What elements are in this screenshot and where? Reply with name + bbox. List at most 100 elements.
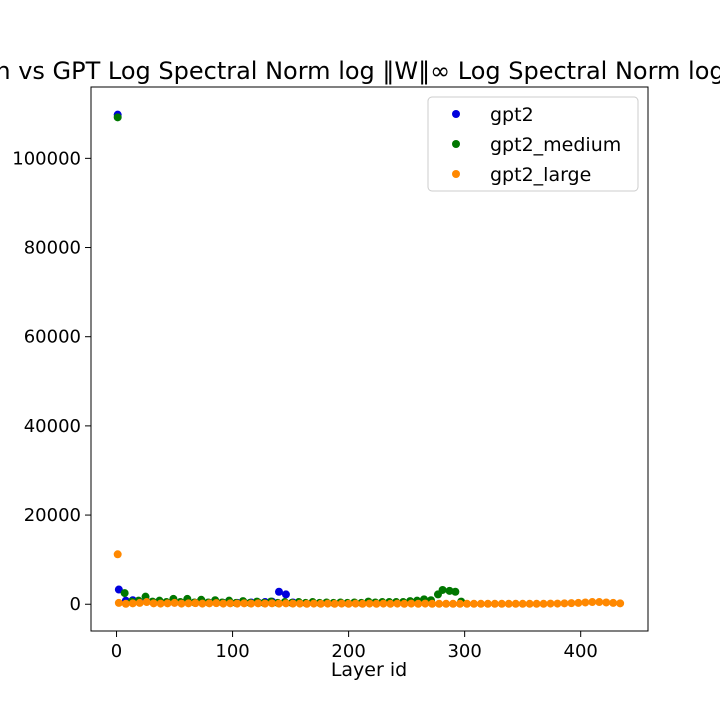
data-point [170,598,179,607]
data-point [261,599,270,608]
legend-entry: gpt2_large [490,164,591,186]
data-points [113,110,625,608]
data-point [490,599,499,608]
plot-frame [90,86,649,632]
data-point [344,599,353,608]
x-axis-label: Layer id [331,659,407,681]
data-point [379,599,388,608]
axis-ticks: 0 100 200 300 400 0 20000 40000 60000 80000 100000 [12,148,598,662]
x-tick-label: 0 [111,641,122,662]
data-point [414,599,423,608]
data-point [476,599,485,608]
y-tick-label: 0 [70,594,81,615]
x-tick-label: 200 [331,641,365,662]
data-point [302,599,311,608]
data-point [191,599,200,608]
series-gpt2-large [113,550,625,608]
data-point [254,599,263,608]
data-point [518,599,527,608]
chart-title: h vs GPT Log Spectral Norm log ‖W‖∞ Log … [0,57,720,85]
data-point [212,599,221,608]
data-point [114,585,123,594]
data-point [281,590,290,599]
data-point [442,599,451,608]
data-point [351,599,360,608]
data-point [407,599,416,608]
data-point [588,598,597,607]
data-point [449,599,458,608]
data-point [581,598,590,607]
data-point [184,599,193,608]
data-point [114,598,123,607]
data-point [386,599,395,608]
legend: gpt2 gpt2_medium gpt2_large [427,96,639,192]
legend-marker [452,110,460,118]
data-point [358,599,367,608]
data-point [456,599,465,608]
data-point [525,599,534,608]
data-point [274,587,283,596]
data-point [539,599,548,608]
data-point [616,599,625,608]
data-point [372,599,381,608]
series-gpt2-medium [113,113,466,607]
data-point [595,598,604,607]
data-point [400,599,409,608]
data-point [451,587,460,596]
series-gpt2 [113,110,297,607]
data-point [233,599,242,608]
data-point [365,599,374,608]
y-tick-label: 40000 [24,416,81,437]
data-point [135,598,144,607]
data-point [337,599,346,608]
data-point [113,113,122,122]
data-point [438,585,447,594]
data-point [163,599,172,608]
data-point [497,599,506,608]
data-point [113,550,122,559]
data-point [274,599,283,608]
data-point [198,599,207,608]
y-tick-label: 20000 [24,505,81,526]
data-point [295,599,304,608]
data-point [219,599,228,608]
data-point [240,599,249,608]
data-point [323,599,332,608]
data-point [156,599,165,608]
data-point [309,599,318,608]
data-point [268,599,277,608]
data-point [511,599,520,608]
legend-marker [452,170,460,178]
y-tick-label: 80000 [24,238,81,259]
data-point [435,599,444,608]
data-point [602,598,611,607]
data-point [316,599,325,608]
data-point [121,599,130,608]
data-point [149,599,158,608]
data-point [120,589,129,598]
data-point [483,599,492,608]
y-tick-label: 60000 [24,327,81,348]
data-point [462,599,471,608]
x-tick-label: 300 [447,641,481,662]
data-point [567,599,576,608]
data-point [281,599,290,608]
data-point [553,599,562,608]
data-point [128,599,137,608]
legend-entry: gpt2_medium [490,134,621,156]
data-point [532,599,541,608]
data-point [330,599,339,608]
data-point [609,598,618,607]
data-point [247,599,256,608]
data-point [142,598,151,607]
data-point [226,599,235,608]
data-point [469,599,478,608]
data-point [205,599,214,608]
legend-box [427,96,639,192]
legend-marker [452,140,460,148]
data-point [560,599,569,608]
y-tick-label: 100000 [12,148,81,169]
legend-entry: gpt2 [490,104,534,126]
data-point [428,599,437,608]
